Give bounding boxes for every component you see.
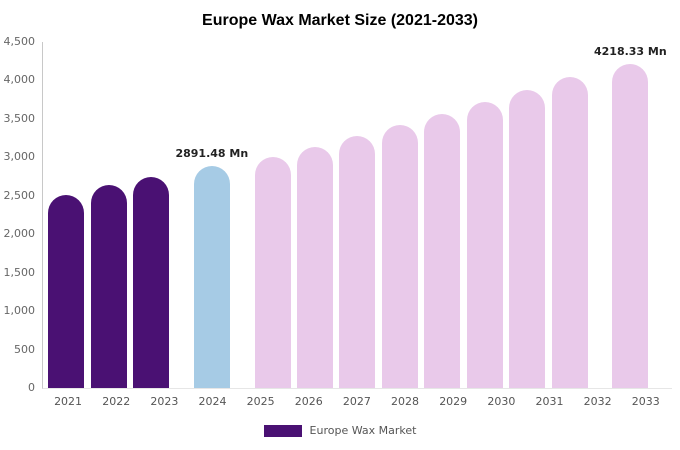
bar-2028 [381,125,418,388]
bar-2031 [509,90,546,388]
x-tick-label-2023: 2023 [150,395,179,408]
y-tick-label: 500 [14,342,35,356]
bar-column-2032 [551,42,588,388]
bar-series: 2891.48 Mn 4218.33 Mn [43,42,672,388]
bar-2023 [133,176,170,388]
chart-title: Europe Wax Market Size (2021-2033) [202,12,478,29]
bar-column-2029 [424,42,461,388]
bar-2025 [254,156,291,388]
x-tick-label-2032: 2032 [583,395,612,408]
y-tick-label: 1,500 [3,265,36,279]
bar-column-2028 [381,42,418,388]
y-tick-label: 4,000 [3,73,36,87]
y-tick-label: 3,500 [3,111,36,125]
bar-column-2024: 2891.48 Mn [175,42,248,388]
x-tick-label-2026: 2026 [294,395,323,408]
bar-value-label-2024: 2891.48 Mn [175,146,249,160]
y-tick-label: 3,000 [3,150,36,164]
bar-2030 [466,102,503,388]
x-tick-label-2027: 2027 [342,395,371,408]
bar-column-2025 [254,42,291,388]
legend: Europe Wax Market [0,424,680,437]
y-tick-label: 2,500 [3,188,36,202]
x-tick-label-2029: 2029 [439,395,468,408]
y-tick-label: 0 [28,381,35,394]
bar-column-2026 [297,42,334,388]
x-tick-label-2024: 2024 [198,395,227,408]
bar-2022 [90,184,127,388]
bar-column-2027 [339,42,376,388]
plot-area: 0 500 1,000 1,500 2,000 2,500 3,000 3,500 4,000 4… [4,36,672,394]
bar-column-2023 [133,42,170,388]
x-axis: 2021 2022 2023 2024 2025 2026 2027 2028 2029 2030… [42,395,672,408]
y-tick-label: 1,000 [3,304,36,318]
bar-2027 [339,136,376,388]
legend-label: Europe Wax Market [309,424,417,437]
x-tick-label-2028: 2028 [391,395,420,408]
bar-2024 [193,165,230,388]
x-tick-label-2025: 2025 [246,395,275,408]
bar-column-2030 [466,42,503,388]
x-tick-label-2030: 2030 [487,395,516,408]
bar-2026 [297,146,334,388]
bar-2032 [551,77,588,388]
y-tick-label: 2,000 [3,227,36,241]
x-tick-label-2021: 2021 [54,395,83,408]
bar-column-2021 [48,42,85,388]
x-tick-label-2022: 2022 [102,395,131,408]
y-tick-label: 4,500 [3,35,36,48]
bar-column-2022 [90,42,127,388]
legend-swatch [263,424,302,437]
bar-column-2031 [509,42,546,388]
bar-value-label-2033: 4218.33 Mn [593,44,667,58]
bar-column-2033: 4218.33 Mn [594,42,667,388]
bar-2029 [424,114,461,388]
x-tick-label-2031: 2031 [535,395,564,408]
bar-2033 [612,63,649,388]
bar-2021 [48,194,85,388]
x-tick-label-2033: 2033 [631,395,660,408]
